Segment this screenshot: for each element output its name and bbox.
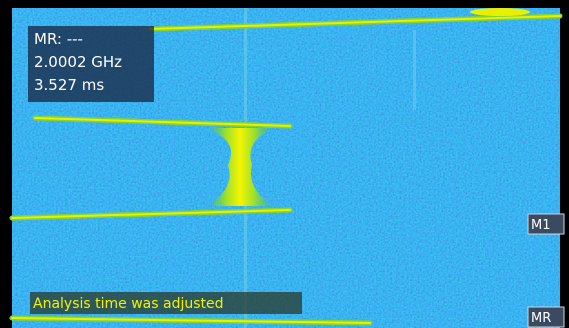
signal-line <box>149 15 561 30</box>
signal-line <box>11 317 371 324</box>
marker-label[interactable]: MR <box>531 311 551 326</box>
vertical-trace <box>413 30 416 110</box>
signal-line <box>34 117 291 127</box>
signal-burst <box>205 128 275 206</box>
signals <box>9 8 563 326</box>
status-message: Analysis time was adjusted <box>33 296 224 312</box>
readout-box <box>28 26 154 102</box>
signal-burst <box>470 8 530 16</box>
signal-line <box>11 209 291 219</box>
marker-label[interactable]: M1 <box>531 218 551 233</box>
status-box <box>30 292 302 314</box>
marker-tab[interactable] <box>527 306 565 328</box>
frequency-readout: 2.0002 GHz <box>34 53 122 71</box>
marker-readout: MR: --- <box>34 30 83 48</box>
marker-tab[interactable] <box>527 213 565 235</box>
time-readout: 3.527 ms <box>34 76 104 94</box>
